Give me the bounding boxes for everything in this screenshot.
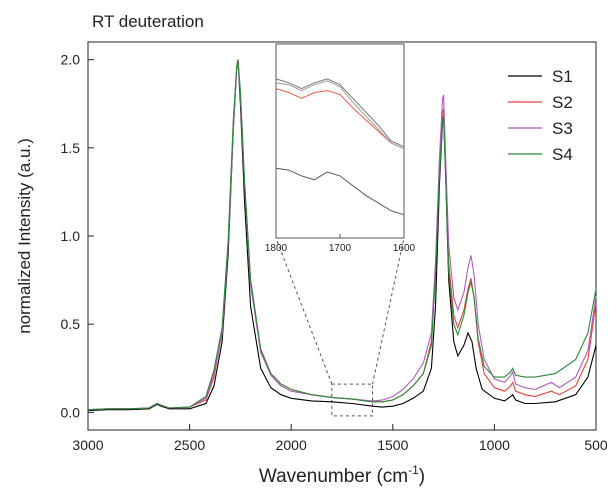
series-line-s4 (87, 59, 597, 411)
x-tick-label: 500 (584, 437, 608, 453)
y-axis-ticks: 0.0 0.5 1.0 1.5 2.0 (61, 52, 94, 420)
zoom-guides (275, 237, 405, 417)
zoom-region-box (331, 383, 373, 417)
inset-series-line (275, 80, 405, 150)
inset-x-tick-label: 1800 (265, 243, 288, 254)
x-axis-label-main: Wavenumber (cm (259, 466, 408, 487)
inset-frame (275, 43, 405, 239)
legend-label-s1: S1 (552, 67, 573, 86)
inset-x-tick-label: 1600 (393, 243, 416, 254)
chart-title: RT deuteration (92, 12, 204, 31)
inset-plot: 1800 1700 1600 (265, 43, 416, 254)
zoom-guide-right (371, 237, 405, 385)
inset-series-line (275, 88, 405, 150)
x-tick-label: 2500 (174, 437, 205, 453)
legend-label-s4: S4 (552, 145, 573, 164)
y-axis-label: normalized Intensity (a.u.) (15, 138, 34, 334)
y-tick-label: 1.5 (61, 140, 81, 156)
y-tick-label: 0.5 (61, 316, 81, 332)
legend-label-s3: S3 (552, 119, 573, 138)
y-tick-label: 0.0 (61, 404, 81, 420)
x-tick-label: 1000 (479, 437, 510, 453)
y-tick-label: 1.0 (61, 228, 81, 244)
series-line-s3 (87, 61, 597, 411)
legend-label-s2: S2 (552, 93, 573, 112)
inset-x-tick-label: 1700 (329, 243, 352, 254)
x-axis-ticks: 3000 2500 2000 1500 1000 500 (72, 424, 608, 453)
series-line-s1 (87, 59, 597, 412)
x-tick-label: 3000 (72, 437, 103, 453)
x-tick-label: 2000 (276, 437, 307, 453)
series-group (87, 59, 597, 412)
y-tick-label: 2.0 (61, 52, 81, 68)
inset-series-line (275, 167, 405, 216)
x-tick-label: 1500 (377, 437, 408, 453)
x-axis-label: Wavenumber (cm-1) (259, 463, 425, 487)
x-axis-label-superscript: -1 (408, 463, 419, 477)
legend: S1 S2 S3 S4 (508, 67, 573, 164)
x-axis-label-close: ) (419, 466, 425, 487)
zoom-guide-left (275, 237, 333, 385)
inset-series-line (275, 78, 405, 148)
